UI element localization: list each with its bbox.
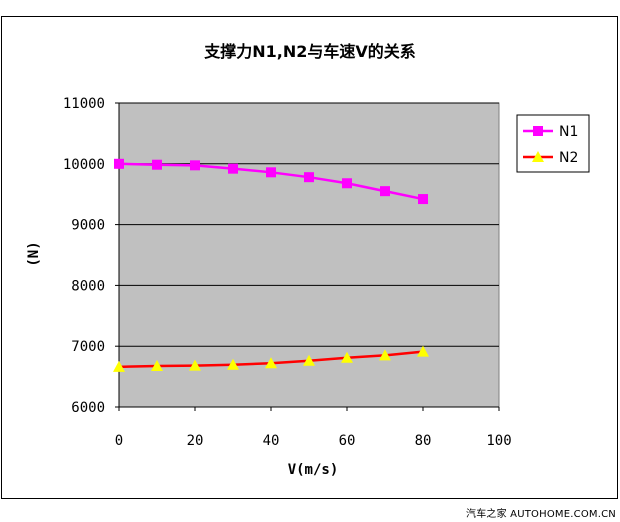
data-point-N1 xyxy=(304,172,314,183)
legend-marker-N1 xyxy=(533,126,543,136)
data-point-N2 xyxy=(417,345,429,357)
data-point-N2 xyxy=(379,349,391,361)
legend-label-N2: N2 xyxy=(559,150,578,166)
data-point-N1 xyxy=(114,158,124,169)
legend: N1 N2 xyxy=(516,114,590,173)
x-axis-label: V(m/s) xyxy=(288,462,339,478)
legend-label-N1: N1 xyxy=(559,124,578,140)
y-tick-label: 11000 xyxy=(63,96,105,112)
y-tick-label: 10000 xyxy=(63,157,105,173)
series-N1 xyxy=(114,158,428,205)
y-tick-label: 8000 xyxy=(71,278,105,294)
data-point-N2 xyxy=(113,360,125,372)
data-point-N1 xyxy=(152,159,162,170)
data-point-N1 xyxy=(266,167,276,178)
data-point-N1 xyxy=(190,160,200,171)
data-point-N2 xyxy=(151,359,163,371)
legend-box xyxy=(516,114,590,173)
series-N2 xyxy=(113,345,429,372)
data-point-N2 xyxy=(303,354,315,366)
x-tick-label: 100 xyxy=(486,433,511,449)
data-point-N2 xyxy=(189,359,201,371)
y-tick-label: 7000 xyxy=(71,339,105,355)
x-tick-label: 80 xyxy=(415,433,432,449)
data-point-N1 xyxy=(380,186,390,197)
data-point-N1 xyxy=(228,163,238,174)
data-point-N2 xyxy=(265,357,277,369)
watermark: 汽车之家 AUTOHOME.COM.CN xyxy=(466,509,616,520)
data-point-N1 xyxy=(418,194,428,205)
y-tick-label: 9000 xyxy=(71,218,105,234)
x-tick-label: 40 xyxy=(263,433,280,449)
x-tick-label: 20 xyxy=(187,433,204,449)
data-point-N2 xyxy=(341,351,353,363)
legend-marker-N2 xyxy=(532,151,544,162)
x-tick-label: 0 xyxy=(115,433,123,449)
data-point-N2 xyxy=(227,358,239,370)
x-tick-label: 60 xyxy=(339,433,356,449)
y-tick-label: 6000 xyxy=(71,400,105,416)
data-point-N1 xyxy=(342,178,352,189)
y-axis-label: (N) xyxy=(26,241,42,266)
chart-title: 支撑力N1,N2与车速V的关系 xyxy=(203,42,416,61)
